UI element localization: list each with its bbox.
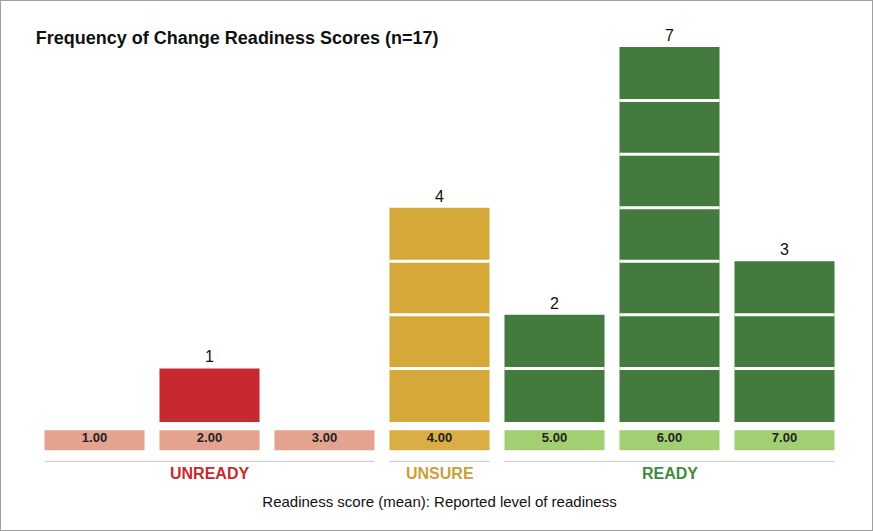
- svg-text:Frequency of Change Readiness: Frequency of Change Readiness Scores (n=…: [36, 28, 439, 48]
- svg-text:2: 2: [550, 295, 559, 312]
- svg-text:READY: READY: [642, 465, 698, 482]
- svg-text:1.00: 1.00: [82, 430, 107, 445]
- svg-text:UNREADY: UNREADY: [170, 465, 249, 482]
- svg-text:2.00: 2.00: [197, 430, 222, 445]
- svg-text:3: 3: [780, 241, 789, 258]
- svg-text:UNSURE: UNSURE: [406, 465, 474, 482]
- svg-text:1: 1: [205, 348, 214, 365]
- svg-text:3.00: 3.00: [312, 430, 337, 445]
- svg-text:7.00: 7.00: [772, 430, 797, 445]
- svg-text:5.00: 5.00: [542, 430, 567, 445]
- svg-text:4: 4: [435, 188, 444, 205]
- svg-text:6.00: 6.00: [657, 430, 682, 445]
- svg-text:7: 7: [665, 27, 674, 44]
- svg-text:Readiness score (mean): Report: Readiness score (mean): Reported level o…: [262, 493, 616, 510]
- svg-text:4.00: 4.00: [427, 430, 452, 445]
